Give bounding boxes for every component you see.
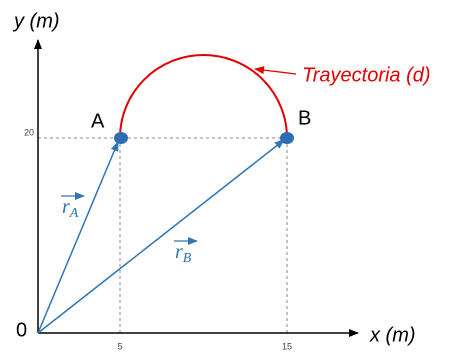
y-axis-label: y (m) xyxy=(12,10,60,32)
vector-subscript: B xyxy=(183,251,192,266)
point-a xyxy=(114,132,128,144)
vector-label: rB xyxy=(175,241,192,267)
vector-symbol: r xyxy=(62,196,70,218)
trajectory-label: Trayectoria (d) xyxy=(302,64,431,86)
vector-a xyxy=(37,141,119,334)
point-label: A xyxy=(91,110,105,132)
vector-b xyxy=(37,139,285,334)
trajectory-pointer xyxy=(254,66,297,75)
vector-label: rA xyxy=(62,196,79,222)
point-label: B xyxy=(298,107,311,129)
x-tick-label: 5 xyxy=(117,341,122,351)
trajectory xyxy=(119,54,288,139)
y-tick-label: 20 xyxy=(24,127,34,137)
x-tick-label: 15 xyxy=(282,341,292,351)
vector-subscript: A xyxy=(69,206,79,221)
point-b xyxy=(280,132,294,144)
origin-label: 0 xyxy=(16,319,27,341)
x-axis-label: x (m) xyxy=(369,324,416,346)
vector-symbol: r xyxy=(175,241,183,263)
